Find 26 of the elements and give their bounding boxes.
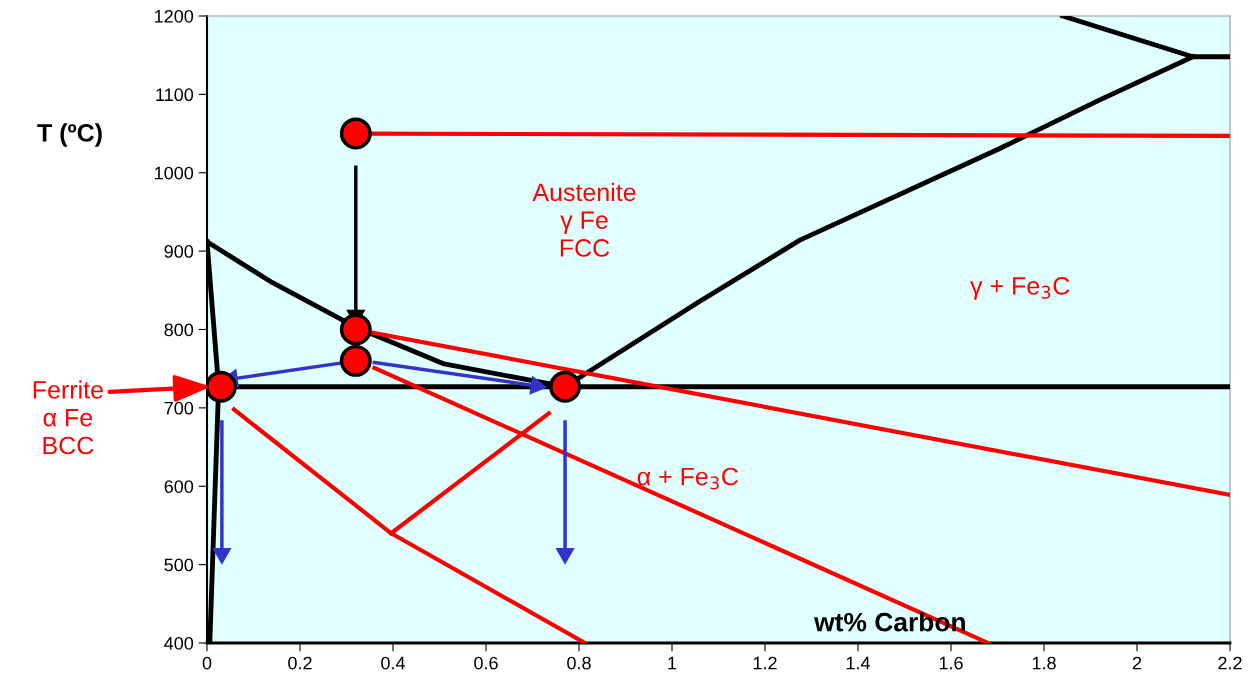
y-tick-label: 900 xyxy=(164,245,194,258)
x-tick-label: 0.6 xyxy=(474,656,498,670)
x-tick-label: 2 xyxy=(1132,656,1142,670)
y-tick-label: 1200 xyxy=(155,9,194,23)
x-tick-label: 1.4 xyxy=(846,656,871,670)
x-tick-label: 1.6 xyxy=(939,656,963,670)
annotation: α + Fe$_{3}$C xyxy=(637,467,738,490)
y-tick-label: 700 xyxy=(164,401,194,415)
text: Ferrite α Fe BCC xyxy=(33,380,103,455)
x-tick-label: 0.8 xyxy=(567,656,591,670)
x-tick-label: 1.2 xyxy=(753,656,777,670)
y-tick-label: 800 xyxy=(164,323,194,337)
x-tick-label: 2.2 xyxy=(1218,656,1242,670)
x-tick-label: 1 xyxy=(668,656,677,670)
y-tick-label: 400 xyxy=(164,636,194,650)
annotation: Austenite γ Fe FCC xyxy=(532,182,636,257)
y-tick-label: 1100 xyxy=(156,88,194,102)
annotation: γ + Fe$_{3}$C xyxy=(970,277,1070,300)
x-tick-label: 0 xyxy=(202,656,212,670)
y-tick-label: 600 xyxy=(164,480,194,493)
y-tick-label: 1000 xyxy=(155,166,194,180)
y-axis-title: T (ºC) xyxy=(37,123,102,147)
x-tick-label: 1.8 xyxy=(1032,656,1056,670)
y-tick-label: 500 xyxy=(164,558,194,572)
x-tick-label: 0.4 xyxy=(381,656,406,670)
x-tick-label: 0.2 xyxy=(288,656,312,670)
